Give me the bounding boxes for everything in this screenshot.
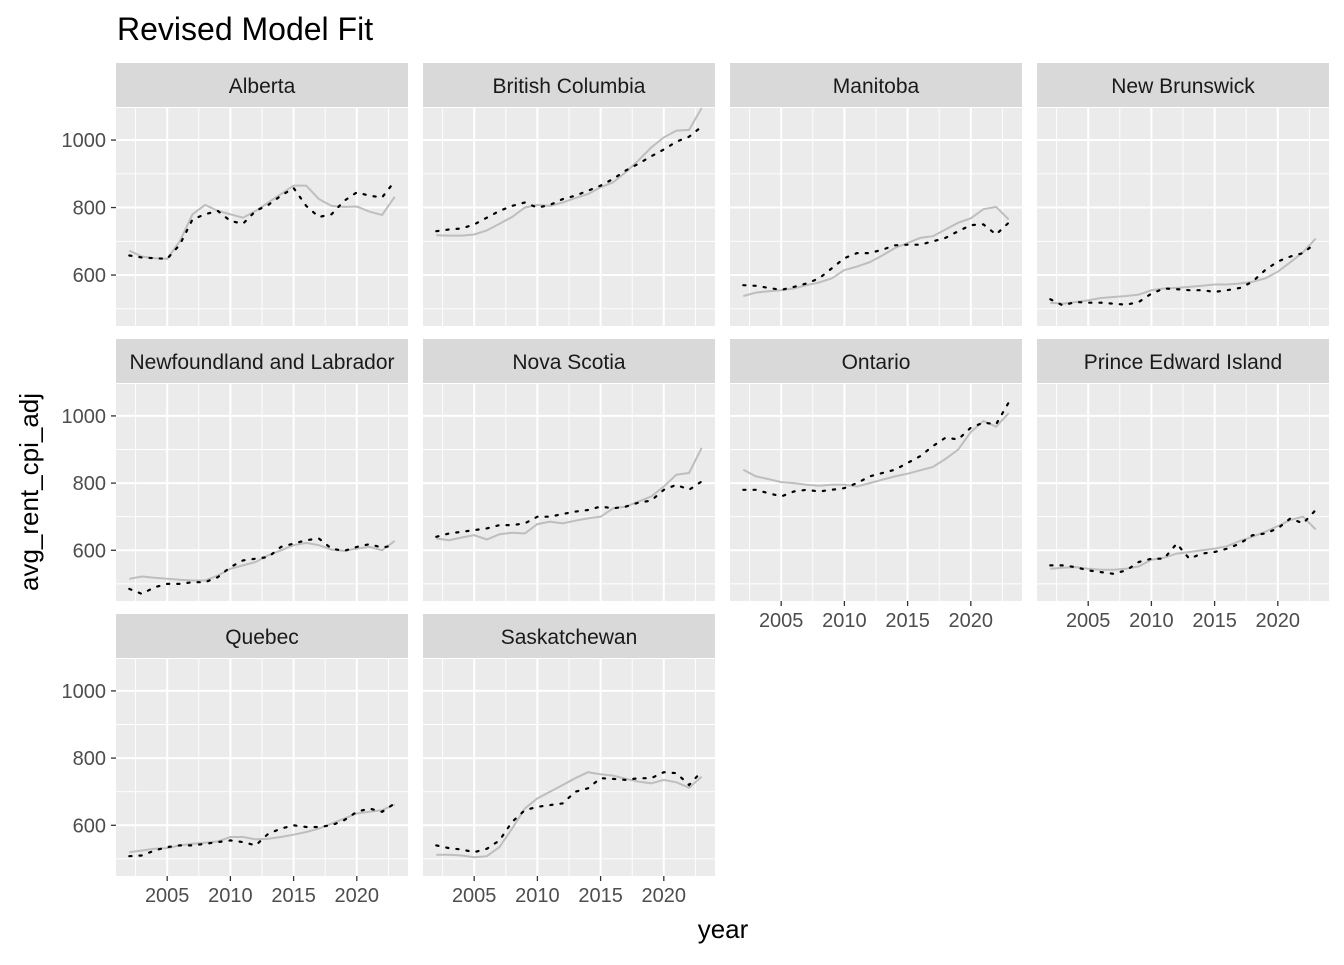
y-tick-label: 1000	[62, 406, 107, 428]
y-axis-label: avg_rent_cpi_adj	[14, 393, 44, 591]
x-tick-label: 2020	[1256, 610, 1301, 632]
facet-strip	[1037, 339, 1329, 383]
facet-label: Alberta	[229, 75, 296, 98]
x-tick-label: 2015	[1192, 610, 1237, 632]
facet-strip	[730, 63, 1022, 107]
facet-label: Prince Edward Island	[1084, 351, 1282, 374]
series-line-fitted	[435, 770, 703, 854]
facet-strip	[423, 614, 715, 658]
x-tick-label: 2005	[759, 610, 804, 632]
series-line-actual	[436, 771, 703, 859]
series-line-fitted	[128, 180, 396, 260]
facet-panel: New Brunswick	[1037, 63, 1329, 326]
x-tick-label: 2015	[885, 610, 930, 632]
facet-strip	[116, 614, 408, 658]
series-line-actual	[436, 107, 703, 237]
x-axis-label: year	[698, 914, 749, 944]
facet-label: Newfoundland and Labrador	[129, 351, 394, 374]
facet-panel: Ontario 2005 2010 2015 2020	[730, 339, 1022, 632]
series-line-actual	[743, 205, 1010, 297]
x-tick-label: 2010	[1129, 610, 1174, 632]
x-tick-label: 2015	[271, 885, 316, 907]
facet-panel: Saskatchewan 2005 2010 2015 2020	[423, 614, 715, 907]
facet-label: Ontario	[842, 351, 911, 374]
series-line-fitted	[742, 221, 1010, 292]
facet-strip	[730, 339, 1022, 383]
series-line-actual	[128, 184, 396, 260]
facet-panel: Manitoba	[730, 63, 1022, 326]
x-tick-label: 2005	[1066, 610, 1111, 632]
y-tick-label: 1000	[62, 681, 107, 703]
series-line-fitted	[128, 537, 396, 596]
facet-panel: Prince Edward Island 2005 2010 2015 2020	[1037, 339, 1329, 632]
facet-strip	[423, 63, 715, 107]
series-line-fitted	[1049, 241, 1317, 307]
series-line-actual	[742, 412, 1010, 488]
facet-strip	[116, 339, 408, 383]
facet-panel: Quebec 600 800 1000 2005 2010 2015 2020	[62, 614, 408, 907]
facet-panel: Nova Scotia	[423, 339, 715, 601]
x-tick-label: 2020	[642, 885, 687, 907]
facet-label: Quebec	[225, 626, 299, 649]
x-tick-label: 2020	[335, 885, 380, 907]
y-tick-label: 800	[73, 198, 106, 220]
facet-strip	[423, 339, 715, 383]
y-tick-label: 600	[73, 265, 106, 287]
series-line-actual	[1050, 237, 1317, 305]
facet-strip	[116, 63, 408, 107]
facet-panel: Newfoundland and Labrador 600 800 1000	[62, 339, 408, 601]
facet-label: Manitoba	[833, 75, 920, 98]
y-tick-label: 600	[73, 815, 106, 837]
facet-label: Saskatchewan	[501, 626, 638, 649]
x-tick-label: 2010	[208, 885, 253, 907]
y-tick-label: 1000	[62, 130, 107, 152]
x-tick-label: 2015	[578, 885, 623, 907]
facet-label: British Columbia	[493, 75, 646, 98]
facet-panel: British Columbia	[423, 63, 715, 326]
series-line-actual	[1050, 515, 1317, 571]
series-line-actual	[129, 803, 396, 854]
facet-panel: Alberta 600 800 1000	[62, 63, 408, 326]
x-tick-label: 2020	[949, 610, 994, 632]
x-tick-label: 2005	[145, 885, 190, 907]
y-tick-label: 800	[73, 473, 106, 495]
x-tick-label: 2010	[515, 885, 560, 907]
panels-layer: Alberta 600 800 1000 British Columbia Manitob…	[62, 63, 1329, 907]
x-tick-label: 2005	[452, 885, 497, 907]
chart-title: Revised Model Fit	[117, 11, 373, 47]
y-tick-label: 800	[73, 748, 106, 770]
series-line-actual	[436, 447, 703, 542]
facet-strip	[1037, 63, 1329, 107]
facet-label: Nova Scotia	[512, 351, 626, 374]
facet-label: New Brunswick	[1111, 75, 1255, 98]
series-line-fitted	[1049, 508, 1317, 575]
y-tick-label: 600	[73, 540, 106, 562]
x-tick-label: 2010	[822, 610, 867, 632]
